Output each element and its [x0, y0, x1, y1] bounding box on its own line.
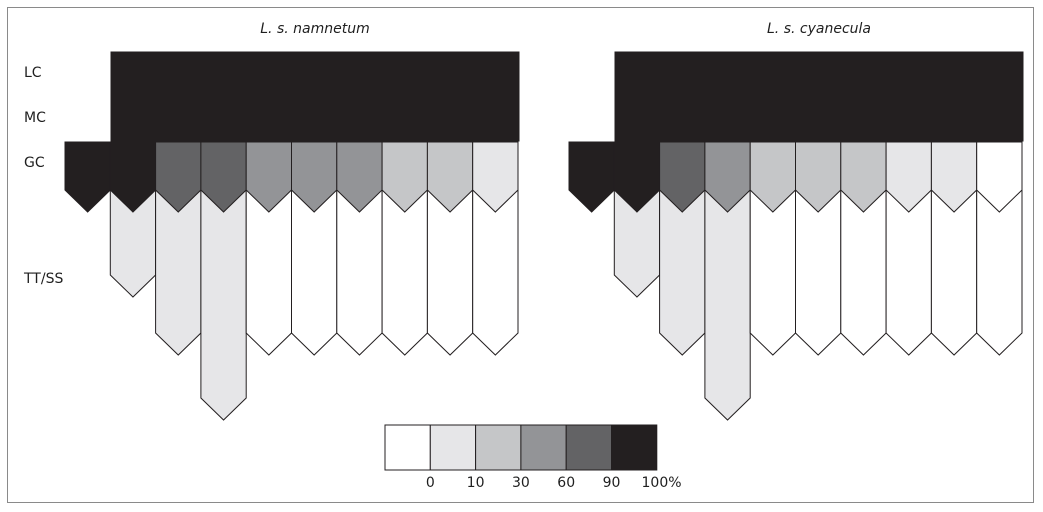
- legend-swatch-30: [475, 424, 522, 471]
- row-label-lc: LC: [24, 65, 42, 81]
- legend-swatch-90: [565, 424, 613, 471]
- legend-swatch-60: [520, 424, 567, 471]
- gc-feather-7: [336, 141, 383, 213]
- gc-feather-10: [472, 141, 519, 213]
- tt-feather-3: [659, 189, 706, 356]
- panel-title-left: L. s. namnetum: [260, 21, 369, 37]
- tt-feather-9: [930, 189, 978, 356]
- tt-feather-8: [885, 189, 932, 356]
- gc-feather-6: [291, 141, 338, 213]
- tt-feather-8: [381, 189, 428, 356]
- mc-bar-right: [614, 96, 1024, 142]
- gc-feather-3: [155, 141, 202, 213]
- tt-feather-10: [472, 189, 519, 356]
- tt-feather-6: [291, 189, 338, 356]
- gc-feather-8: [381, 141, 428, 213]
- tt-feather-3: [155, 189, 202, 356]
- tt-feather-4: [704, 189, 751, 421]
- tt-feather-7: [336, 189, 383, 356]
- feather-group-left: [64, 141, 519, 421]
- legend-swatch-100: [611, 424, 658, 471]
- tt-feather-10: [976, 189, 1023, 356]
- gc-feather-1: [64, 141, 111, 213]
- legend: 0 10 30 60 90 100%: [384, 424, 682, 491]
- gc-feather-1: [568, 141, 615, 213]
- legend-tick-label: 30: [512, 475, 530, 491]
- row-label-gc: GC: [24, 155, 45, 171]
- legend-tick-label: 10: [467, 475, 485, 491]
- legend-tick-label: 0: [426, 475, 435, 491]
- gc-feather-5: [245, 141, 292, 213]
- tt-feather-5: [245, 189, 292, 356]
- legend-swatch-10: [429, 424, 477, 471]
- tt-feather-4: [200, 189, 247, 421]
- gc-feather-7: [840, 141, 887, 213]
- tt-feather-7: [840, 189, 887, 356]
- tt-feather-9: [426, 189, 474, 356]
- legend-tick-label: 90: [603, 475, 621, 491]
- legend-tick-label: 60: [557, 475, 575, 491]
- gc-feather-8: [885, 141, 932, 213]
- panel-title-right: L. s. cyanecula: [767, 21, 871, 37]
- gc-feather-3: [659, 141, 706, 213]
- gc-feather-6: [795, 141, 842, 213]
- gc-feather-4: [200, 141, 247, 213]
- row-label-mc: MC: [24, 110, 46, 126]
- lc-bar-left: [110, 51, 520, 97]
- gc-feather-2: [613, 141, 661, 213]
- gc-feather-4: [704, 141, 751, 213]
- gc-feather-10: [976, 141, 1023, 213]
- legend-tick-label: 100%: [642, 475, 682, 491]
- gc-feather-2: [109, 141, 157, 213]
- mc-bar-left: [110, 96, 520, 142]
- gc-feather-5: [749, 141, 796, 213]
- legend-swatch-0: [384, 424, 431, 471]
- feather-group-right: [568, 141, 1023, 421]
- row-label-tt-ss: TT/SS: [23, 271, 63, 287]
- gc-feather-9: [426, 141, 474, 213]
- lc-bar-right: [614, 51, 1024, 97]
- gc-feather-9: [930, 141, 978, 213]
- tt-feather-5: [749, 189, 796, 356]
- tt-feather-6: [795, 189, 842, 356]
